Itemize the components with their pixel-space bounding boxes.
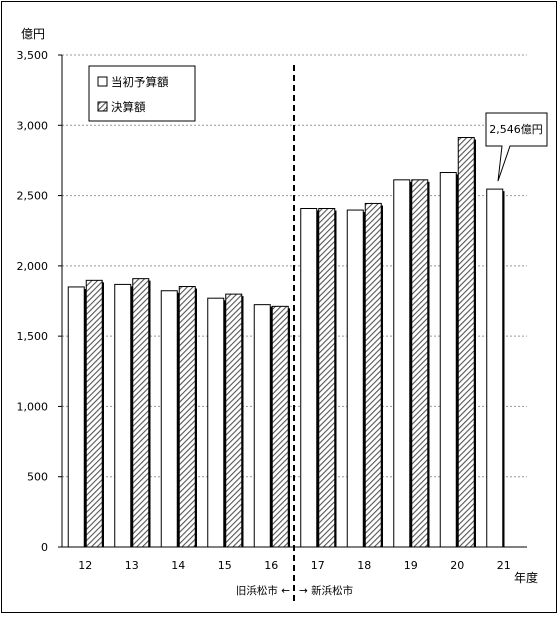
legend-swatch-initial-budget xyxy=(97,76,108,87)
bar-settlement xyxy=(225,294,242,547)
y-tick-label: 2,500 xyxy=(17,190,49,203)
y-tick-label: 1,000 xyxy=(17,400,49,413)
callout-text: 2,546億円 xyxy=(489,123,543,136)
callout-bubble xyxy=(485,112,548,182)
legend-box xyxy=(88,65,196,122)
legend: 当初予算額 決算額 xyxy=(88,65,196,122)
bar-settlement xyxy=(179,286,196,547)
bars xyxy=(67,137,505,548)
x-tick-label: 20 xyxy=(450,559,464,572)
x-tick-labels: 12 13 14 15 16 17 18 19 20 21 xyxy=(78,559,511,572)
x-axis-label: 年度 xyxy=(514,570,538,585)
y-unit-label: 億円 xyxy=(21,27,45,41)
x-tick-label: 12 xyxy=(78,559,92,572)
x-tick-label: 14 xyxy=(171,559,185,572)
bar-initial-budget xyxy=(300,208,317,547)
bar-initial-budget xyxy=(68,286,85,547)
x-tick-label: 21 xyxy=(497,559,511,572)
x-tick-label: 15 xyxy=(218,559,232,572)
bar-initial-budget xyxy=(161,290,178,547)
bar-settlement xyxy=(272,306,289,547)
legend-label-initial-budget: 当初予算額 xyxy=(111,75,169,89)
value-callout: 2,546億円 xyxy=(485,112,548,182)
bar-initial-budget xyxy=(254,304,271,547)
y-tick-label: 500 xyxy=(27,471,48,484)
bar-initial-budget xyxy=(440,172,457,548)
y-tick-label: 0 xyxy=(41,541,48,554)
bar-settlement xyxy=(86,280,103,547)
bar-initial-budget xyxy=(486,189,503,547)
y-tick-labels: 0 500 1,000 1,500 2,000 2,500 3,000 3,500 xyxy=(17,49,62,554)
bar-settlement xyxy=(132,278,149,547)
y-tick-label: 3,000 xyxy=(17,119,49,132)
bar-settlement xyxy=(458,137,475,547)
bar-settlement xyxy=(365,203,382,548)
y-tick-label: 2,000 xyxy=(17,260,49,273)
x-tick-label: 13 xyxy=(125,559,139,572)
bar-settlement xyxy=(318,208,335,547)
bar-settlement xyxy=(411,179,428,547)
divider-left-label: 旧浜松市 ← xyxy=(236,584,290,597)
x-tick-label: 17 xyxy=(311,559,325,572)
legend-swatch-settlement xyxy=(97,101,108,112)
y-tick-label: 1,500 xyxy=(17,330,49,343)
x-tick-label: 16 xyxy=(264,559,278,572)
legend-label-settlement: 決算額 xyxy=(111,100,146,114)
x-tick-label: 19 xyxy=(404,559,418,572)
bar-initial-budget xyxy=(114,284,131,547)
x-tick-label: 18 xyxy=(357,559,371,572)
divider-right-label: → 新浜松市 xyxy=(299,584,353,597)
bar-initial-budget xyxy=(347,210,364,547)
bar-initial-budget xyxy=(207,298,224,547)
bar-initial-budget xyxy=(393,179,410,547)
y-tick-label: 3,500 xyxy=(17,49,49,62)
